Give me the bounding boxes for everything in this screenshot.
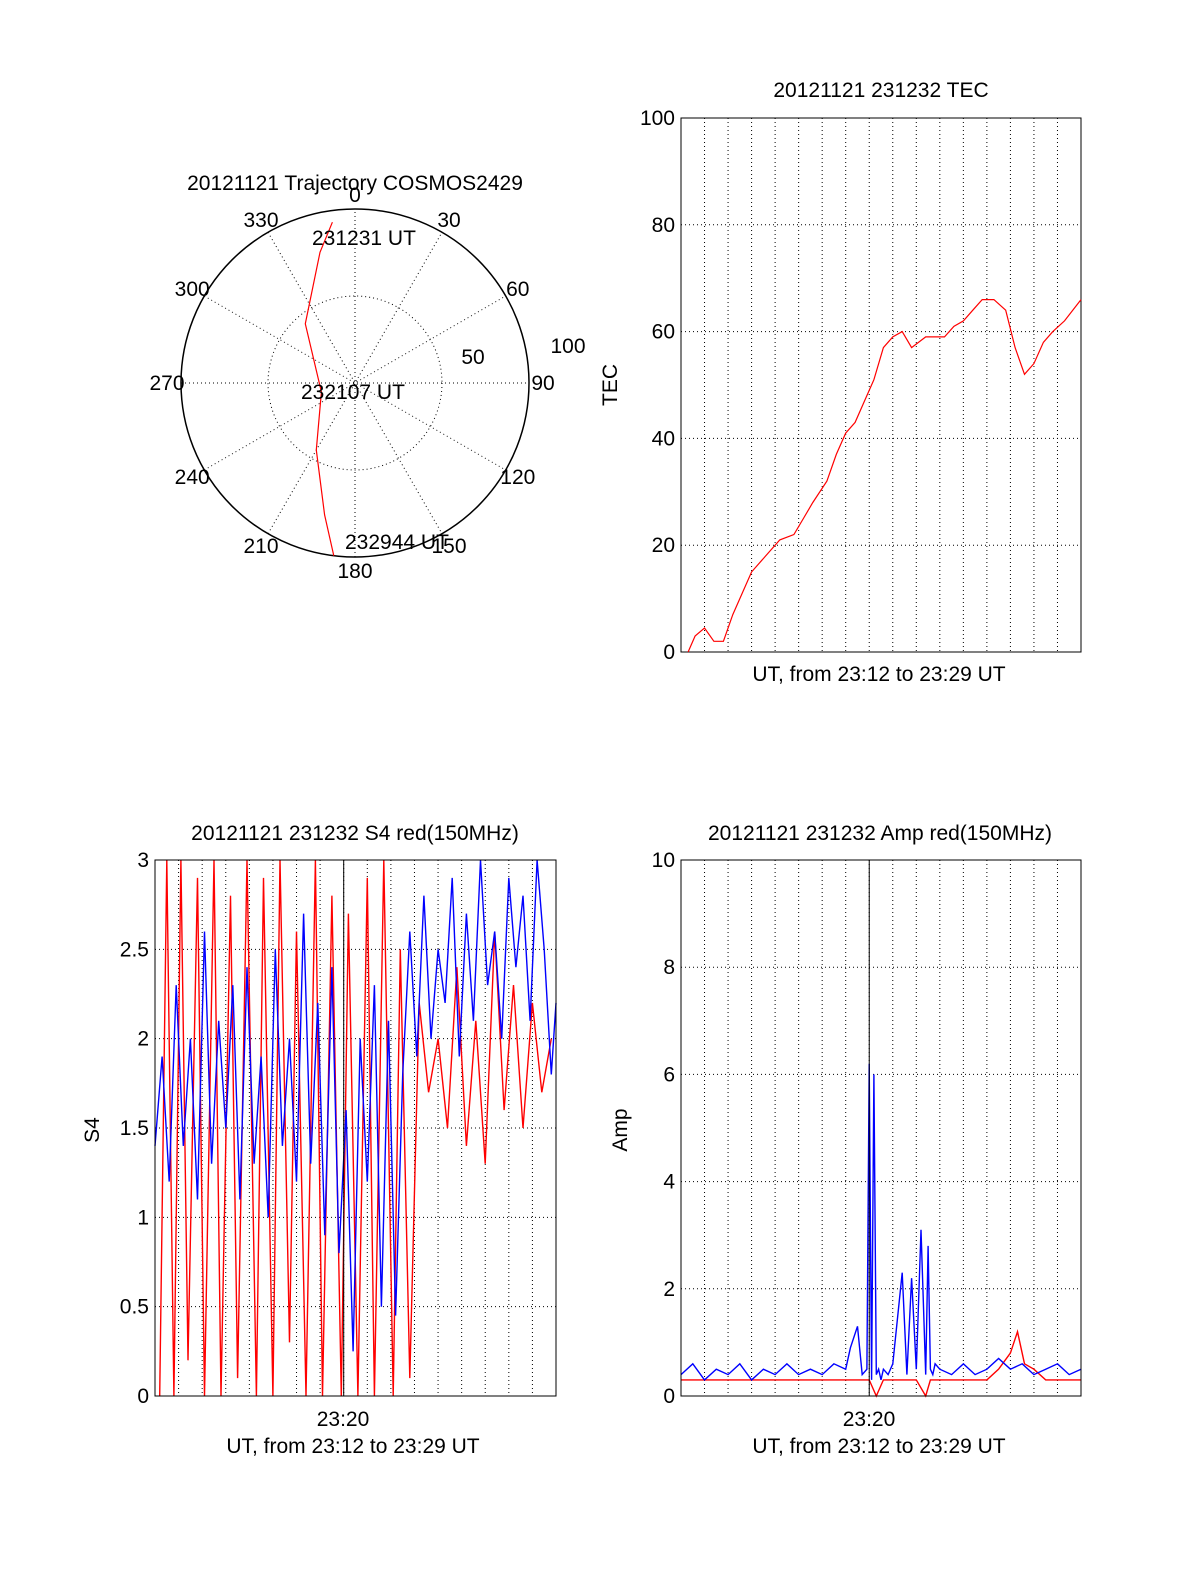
s4-plot: 20121121 231232 S4 red(150MHz) 0 0.5 1 1.5 2… [81, 822, 557, 1458]
s4-frame [154, 859, 557, 1397]
tec-series [687, 299, 1082, 653]
polar-azimuth-label: 210 [243, 535, 278, 558]
tec-xlabel: UT, from 23:12 to 23:29 UT [752, 663, 1005, 686]
polar-azimuth-label: 150 [431, 535, 466, 558]
polar-title: 20121121 Trajectory COSMOS2429 [187, 172, 523, 195]
y-tick-label: 80 [652, 214, 675, 237]
amp-xlabel: UT, from 23:12 to 23:29 UT [752, 1435, 1005, 1458]
polar-azimuth-label: 60 [506, 278, 529, 301]
tec-frame [680, 117, 1082, 653]
y-tick-label: 0.5 [120, 1296, 149, 1319]
trajectory-line [304, 221, 335, 556]
amp-xtick-label: 23:20 [843, 1408, 896, 1431]
s4-xlabel: UT, from 23:12 to 23:29 UT [226, 1435, 479, 1458]
polar-azimuth-labels: 0 30 60 90 120 150 180 210 240 270 300 330 [149, 184, 554, 583]
series-line [687, 299, 1082, 653]
trajectory-end-label: 232944 UT [345, 531, 449, 554]
y-tick-label: 0 [663, 1385, 675, 1408]
s4-series [154, 859, 557, 1397]
amp-series [680, 860, 1082, 1398]
polar-azimuth-label: 90 [531, 372, 554, 395]
y-tick-label: 3 [137, 849, 149, 872]
s4-xtick-label: 23:20 [317, 1408, 370, 1431]
y-tick-label: 1 [137, 1206, 149, 1229]
polar-radius-label-50: 50 [461, 346, 484, 369]
tec-plot: 20121121 231232 TEC 0 20 40 60 80 100 UT, fro… [599, 79, 1082, 686]
tec-y-ticks: 0 20 40 60 80 100 [640, 107, 675, 664]
y-tick-label: 4 [663, 1171, 675, 1194]
amp-plot: 20121121 231232 Amp red(150MHz) 0246810 … [609, 822, 1082, 1458]
series-line [159, 859, 552, 1397]
amp-frame [680, 859, 1082, 1397]
y-tick-label: 40 [652, 427, 675, 450]
s4-title: 20121121 231232 S4 red(150MHz) [191, 822, 519, 845]
series-line [154, 859, 557, 1352]
polar-azimuth-label: 120 [500, 466, 535, 489]
y-tick-label: 1.5 [120, 1117, 149, 1140]
polar-radius-label-100: 100 [550, 335, 585, 358]
polar-azimuth-label: 180 [337, 560, 372, 583]
amp-grid [681, 860, 1081, 1396]
amp-ylabel: Amp [609, 1108, 632, 1151]
y-tick-label: 2.5 [120, 938, 149, 961]
tec-ylabel: TEC [599, 364, 622, 406]
y-tick-label: 8 [663, 956, 675, 979]
polar-azimuth-label: 300 [175, 278, 210, 301]
trajectory-mid-label: 232107 UT [301, 381, 405, 404]
s4-y-ticks: 0 0.5 1 1.5 2 2.5 3 [120, 849, 149, 1408]
y-tick-label: 10 [652, 849, 675, 872]
trajectory-start-label: 231231 UT [312, 227, 416, 250]
polar-azimuth-label: 270 [149, 372, 184, 395]
y-tick-label: 2 [663, 1278, 675, 1301]
polar-azimuth-label: 330 [243, 209, 278, 232]
tec-grid [681, 118, 1081, 652]
s4-ylabel: S4 [81, 1117, 104, 1143]
polar-trajectory-plot: 20121121 Trajectory COSMOS2429 0 30 60 90 12… [149, 172, 585, 583]
amp-title: 20121121 231232 Amp red(150MHz) [708, 822, 1052, 845]
y-tick-label: 2 [137, 1028, 149, 1051]
polar-azimuth-label: 0 [349, 184, 361, 207]
y-tick-label: 100 [640, 107, 675, 130]
y-tick-label: 6 [663, 1063, 675, 1086]
series-line [681, 1329, 1081, 1398]
tec-title: 20121121 231232 TEC [773, 79, 988, 102]
y-tick-label: 0 [663, 641, 675, 664]
series-line [680, 1063, 1082, 1381]
polar-azimuth-label: 240 [175, 466, 210, 489]
amp-y-ticks: 0 2 4 6 8 10 [652, 849, 676, 1408]
polar-azimuth-label: 30 [437, 209, 460, 232]
y-tick-label: 60 [652, 321, 675, 344]
y-tick-label: 20 [652, 534, 675, 557]
y-tick-label: 0 [137, 1385, 149, 1408]
